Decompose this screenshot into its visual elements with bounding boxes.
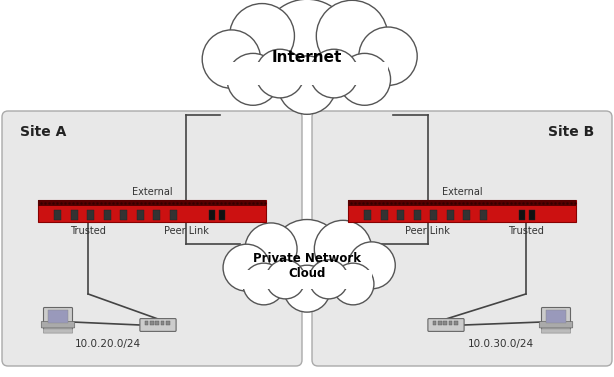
Bar: [150, 322, 154, 325]
Bar: [348, 200, 576, 205]
Text: Private Network
Cloud: Private Network Cloud: [253, 252, 361, 280]
Bar: [519, 210, 525, 220]
Bar: [87, 210, 95, 220]
Bar: [154, 210, 160, 220]
Bar: [71, 210, 78, 220]
Bar: [546, 310, 566, 323]
Bar: [38, 200, 266, 205]
Text: Site B: Site B: [548, 125, 594, 139]
Circle shape: [255, 49, 305, 98]
Bar: [161, 322, 165, 325]
Circle shape: [230, 3, 295, 69]
Bar: [219, 210, 225, 220]
Bar: [443, 322, 447, 325]
Text: Internet: Internet: [272, 49, 342, 64]
Circle shape: [309, 260, 348, 299]
Circle shape: [314, 220, 371, 278]
Bar: [155, 322, 159, 325]
Bar: [529, 210, 535, 220]
Circle shape: [316, 0, 387, 72]
Text: Trusted: Trusted: [508, 226, 544, 236]
Bar: [480, 210, 487, 220]
Text: Peer Link: Peer Link: [164, 226, 209, 236]
Bar: [48, 310, 68, 323]
Circle shape: [202, 30, 260, 88]
Bar: [464, 210, 470, 220]
Text: Trusted: Trusted: [70, 226, 106, 236]
Bar: [397, 210, 405, 220]
Bar: [55, 210, 61, 220]
FancyBboxPatch shape: [2, 111, 302, 366]
Bar: [381, 210, 388, 220]
Circle shape: [262, 0, 352, 90]
Bar: [365, 210, 371, 220]
Bar: [144, 322, 148, 325]
FancyBboxPatch shape: [44, 329, 72, 333]
Bar: [447, 210, 454, 220]
FancyBboxPatch shape: [542, 329, 570, 333]
Text: 10.0.30.0/24: 10.0.30.0/24: [468, 339, 534, 349]
Text: External: External: [131, 187, 173, 197]
Circle shape: [332, 263, 374, 305]
Bar: [242, 270, 372, 289]
Circle shape: [271, 219, 343, 293]
Text: Peer Link: Peer Link: [405, 226, 450, 236]
Bar: [348, 200, 576, 222]
Bar: [438, 322, 441, 325]
FancyBboxPatch shape: [542, 308, 570, 329]
Bar: [454, 322, 457, 325]
FancyBboxPatch shape: [312, 111, 612, 366]
Bar: [166, 322, 169, 325]
Circle shape: [309, 49, 359, 98]
Bar: [226, 62, 388, 86]
Bar: [209, 210, 215, 220]
Bar: [430, 210, 437, 220]
Circle shape: [284, 265, 330, 312]
Bar: [449, 322, 453, 325]
Bar: [104, 210, 111, 220]
Text: External: External: [441, 187, 483, 197]
Text: 10.0.20.0/24: 10.0.20.0/24: [75, 339, 141, 349]
FancyBboxPatch shape: [41, 322, 75, 328]
Text: Site A: Site A: [20, 125, 66, 139]
Circle shape: [223, 244, 270, 291]
FancyBboxPatch shape: [539, 322, 573, 328]
Circle shape: [278, 56, 336, 114]
Circle shape: [245, 223, 297, 275]
FancyBboxPatch shape: [428, 319, 464, 331]
Circle shape: [348, 242, 395, 289]
Circle shape: [227, 54, 279, 105]
Bar: [169, 210, 177, 220]
Circle shape: [359, 27, 417, 86]
Bar: [432, 322, 436, 325]
Circle shape: [339, 54, 391, 105]
Bar: [38, 200, 266, 222]
FancyBboxPatch shape: [44, 308, 72, 329]
Bar: [120, 210, 127, 220]
Circle shape: [243, 263, 285, 305]
FancyBboxPatch shape: [140, 319, 176, 331]
Circle shape: [266, 260, 305, 299]
Bar: [137, 210, 144, 220]
Bar: [414, 210, 421, 220]
